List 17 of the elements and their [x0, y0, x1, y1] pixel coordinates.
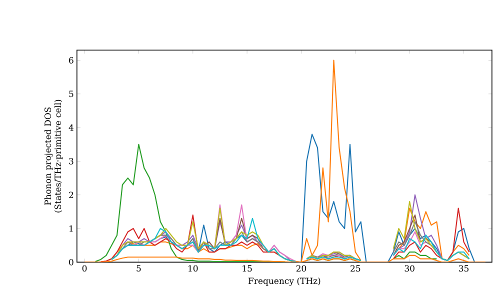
- y-tick-label: 5: [69, 90, 74, 98]
- y-tick-label: 4: [68, 124, 74, 131]
- x-tick-label: 25: [350, 265, 360, 272]
- y-tick-label: 2: [69, 192, 74, 198]
- x-tick-label: 35: [459, 265, 469, 272]
- x-axis-title: Frequency (THz): [248, 278, 320, 286]
- x-tick-label: 20: [296, 265, 306, 272]
- y-tick-label: 3: [69, 158, 74, 165]
- y-tick-label: 0: [69, 259, 74, 266]
- x-tick-label: 10: [188, 265, 198, 272]
- y-tick-label: 6: [69, 57, 74, 64]
- y-axis-title: Phonon projected DOS (States/THz·primitive cell): [44, 100, 63, 213]
- x-tick-label: 15: [242, 265, 252, 272]
- x-tick-label: 0: [82, 265, 87, 272]
- y-tick-label: 1: [70, 226, 73, 232]
- x-tick-label: 30: [404, 265, 414, 272]
- x-tick-label: 5: [136, 265, 141, 272]
